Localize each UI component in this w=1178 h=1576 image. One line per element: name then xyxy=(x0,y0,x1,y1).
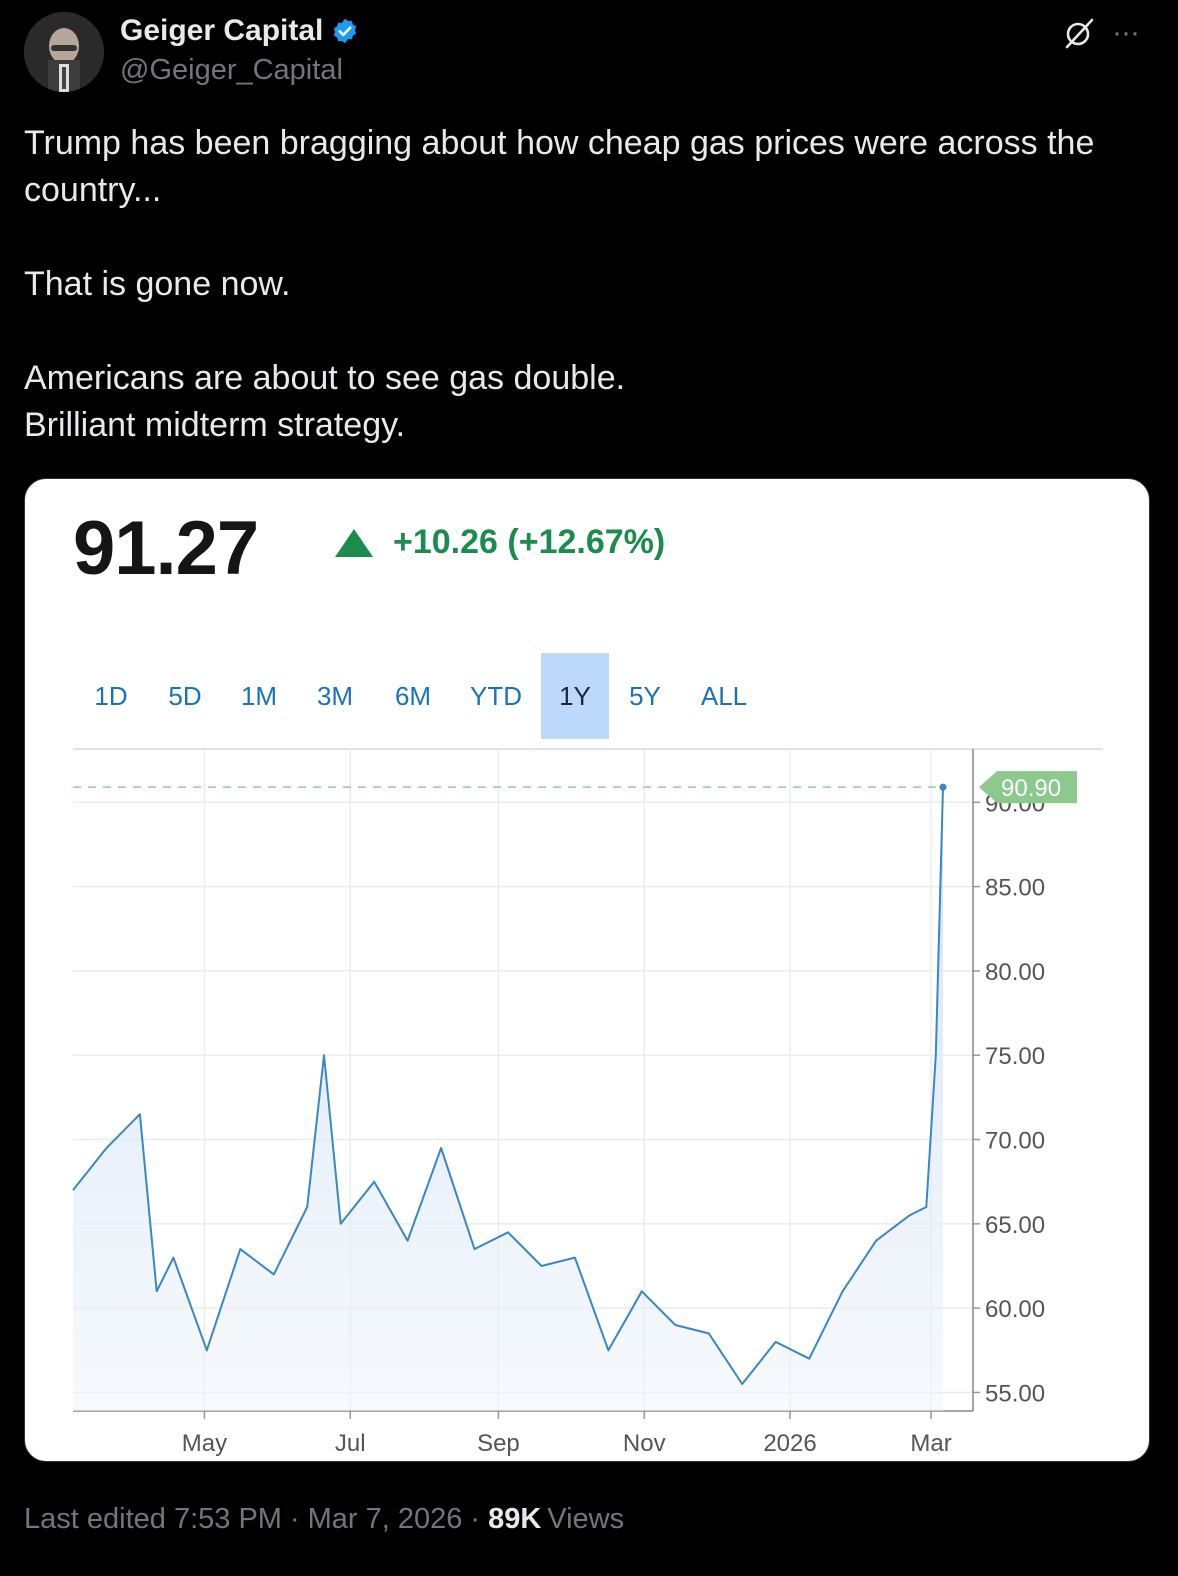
tweet-footer: Last edited 7:53 PM · Mar 7, 2026 · 89K … xyxy=(24,1503,624,1535)
price-chart[interactable]: 55.0060.0065.0070.0075.0080.0085.0090.00… xyxy=(25,479,1149,1461)
tweet-text: Trump has been bragging about how cheap … xyxy=(24,120,1144,449)
y-tick-label: 75.00 xyxy=(985,1043,1045,1070)
y-tick-label: 70.00 xyxy=(985,1128,1045,1155)
y-tick-label: 60.00 xyxy=(985,1296,1045,1323)
stock-chart-card[interactable]: 91.27 +10.26 (+12.67%) 1D 5D 1M 3M 6M YT… xyxy=(24,478,1150,1462)
tab-1m[interactable]: 1M xyxy=(240,681,278,711)
tab-5d[interactable]: 5D xyxy=(168,681,202,711)
avatar[interactable] xyxy=(24,12,104,92)
verified-badge-icon xyxy=(334,18,357,44)
price-line xyxy=(72,787,944,1385)
tab-1y[interactable]: 1Y xyxy=(541,653,609,739)
y-tick-label: 65.00 xyxy=(985,1212,1045,1239)
grok-icon[interactable] xyxy=(1062,16,1096,50)
tab-6m[interactable]: 6M xyxy=(394,681,432,711)
tweet-line: Trump has been bragging about how cheap … xyxy=(24,124,1095,209)
footer-separator: · xyxy=(470,1503,480,1535)
x-tick-label: 2026 xyxy=(763,1430,816,1457)
tab-ytd[interactable]: YTD xyxy=(470,681,522,711)
x-tick-label: May xyxy=(182,1430,227,1457)
range-tabs: 1D 5D 1M 3M 6M YTD 1Y 5Y ALL xyxy=(75,653,767,739)
up-arrow-icon xyxy=(335,529,373,557)
x-tick-label: Mar xyxy=(910,1430,951,1457)
post-date[interactable]: Mar 7, 2026 xyxy=(308,1503,463,1535)
last-price-marker xyxy=(939,783,947,791)
views-count: 89K xyxy=(488,1503,541,1535)
last-price-label: 90.90 xyxy=(1001,775,1061,802)
tab-5y[interactable]: 5Y xyxy=(629,681,661,711)
last-price-flag xyxy=(979,771,1077,804)
x-tick-label: Sep xyxy=(477,1430,520,1457)
tab-3m[interactable]: 3M xyxy=(316,681,354,711)
tab-all[interactable]: ALL xyxy=(700,681,748,711)
tweet-line: That is gone now. xyxy=(24,265,291,303)
author-handle[interactable]: @Geiger_Capital xyxy=(120,54,343,86)
current-price: 91.27 xyxy=(73,506,259,591)
more-options-icon[interactable]: ··· xyxy=(1112,16,1140,49)
y-tick-label: 85.00 xyxy=(985,875,1045,902)
y-tick-label: 80.00 xyxy=(985,959,1045,986)
x-tick-label: Nov xyxy=(623,1430,666,1457)
price-change: +10.26 (+12.67%) xyxy=(393,523,666,561)
edited-time[interactable]: Last edited 7:53 PM xyxy=(24,1503,282,1535)
tweet-line: Americans are about to see gas double. xyxy=(24,359,626,397)
y-tick-label: 55.00 xyxy=(985,1380,1045,1407)
author-name[interactable]: Geiger Capital xyxy=(120,14,324,47)
views-label: Views xyxy=(547,1503,624,1535)
footer-separator: · xyxy=(290,1503,300,1535)
x-tick-label: Jul xyxy=(335,1430,366,1457)
tab-1d[interactable]: 1D xyxy=(94,681,128,711)
tweet-line: Brilliant midterm strategy. xyxy=(24,406,406,444)
price-area-fill xyxy=(73,787,943,1411)
